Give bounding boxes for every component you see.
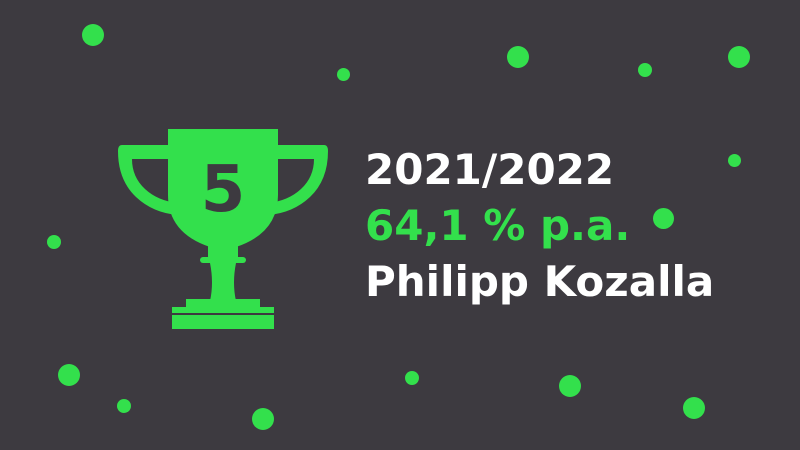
confetti-dot	[82, 24, 104, 46]
winner-name: Philipp Kozalla	[365, 257, 715, 306]
confetti-dot	[58, 364, 80, 386]
confetti-dot	[252, 408, 274, 430]
confetti-dot	[653, 208, 674, 229]
confetti-dot	[638, 63, 652, 77]
confetti-dot	[683, 397, 705, 419]
confetti-dot	[728, 154, 741, 167]
season-label: 2021/2022	[365, 145, 615, 194]
confetti-dot	[405, 371, 419, 385]
rank-number: 5	[201, 153, 246, 227]
award-details: 2021/2022 64,1 % p.a. Philipp Kozalla	[365, 142, 714, 310]
confetti-dot	[337, 68, 350, 81]
confetti-dot	[728, 46, 750, 68]
confetti-dot	[559, 375, 581, 397]
confetti-dot	[507, 46, 529, 68]
confetti-dot	[47, 235, 61, 249]
performance-label: 64,1 % p.a.	[365, 201, 631, 250]
confetti-dot	[117, 399, 131, 413]
trophy-icon: 5	[118, 129, 328, 329]
